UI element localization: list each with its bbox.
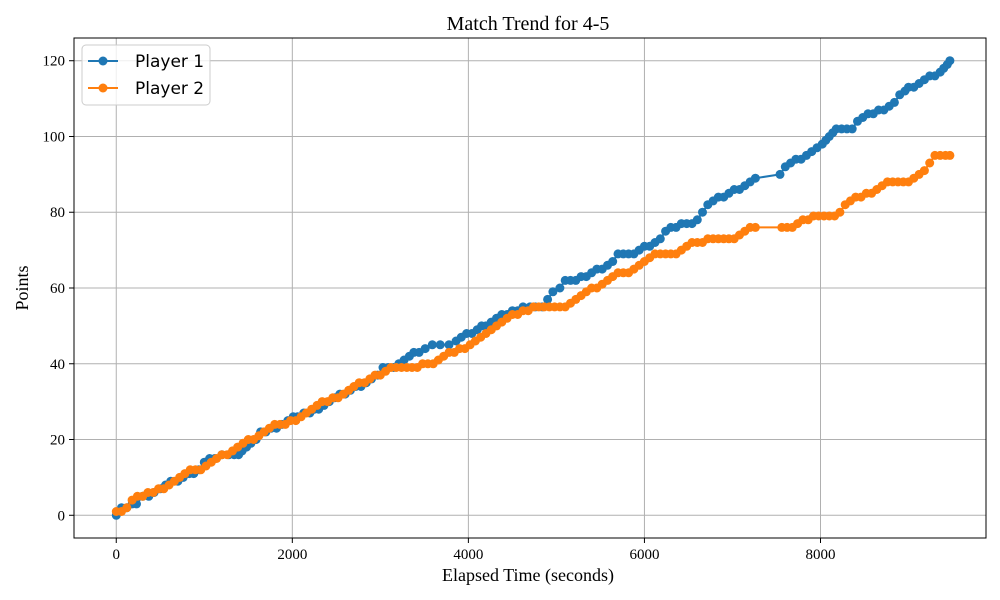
axis-ticks: 0 2000 4000 6000 8000 0 20 40 60 80 100 120 bbox=[43, 54, 836, 563]
data-point-player-2 bbox=[919, 166, 929, 176]
x-tick-label: 2000 bbox=[277, 547, 307, 563]
x-axis-label: Elapsed Time (seconds) bbox=[442, 565, 614, 586]
x-tick-label: 4000 bbox=[453, 547, 483, 563]
series-layer bbox=[111, 56, 955, 520]
data-point-player-1 bbox=[427, 340, 437, 350]
data-point-player-1 bbox=[543, 294, 553, 304]
y-tick-label: 80 bbox=[50, 205, 65, 221]
data-point-player-1 bbox=[889, 97, 899, 107]
legend-marker-player-1 bbox=[98, 56, 108, 66]
series-player-2 bbox=[111, 150, 955, 516]
x-tick-label: 8000 bbox=[806, 547, 836, 563]
legend: Player 1 Player 2 bbox=[81, 44, 211, 106]
data-point-player-2 bbox=[122, 503, 132, 513]
data-point-player-1 bbox=[444, 340, 454, 350]
data-point-player-2 bbox=[835, 207, 845, 217]
data-point-player-1 bbox=[555, 283, 565, 293]
data-point-player-2 bbox=[925, 158, 935, 168]
data-point-player-1 bbox=[945, 56, 955, 66]
y-tick-label: 100 bbox=[43, 129, 66, 145]
data-point-player-1 bbox=[847, 124, 857, 134]
x-tick-label: 6000 bbox=[629, 547, 659, 563]
y-tick-label: 40 bbox=[50, 357, 65, 373]
data-point-player-1 bbox=[548, 287, 558, 297]
data-point-player-1 bbox=[655, 234, 665, 244]
legend-label-player-1: Player 1 bbox=[135, 52, 204, 72]
legend-label-player-2: Player 2 bbox=[135, 79, 204, 99]
data-point-player-1 bbox=[775, 169, 785, 179]
y-tick-label: 120 bbox=[43, 54, 66, 70]
data-point-player-1 bbox=[435, 340, 445, 350]
y-tick-label: 20 bbox=[50, 433, 65, 449]
data-point-player-1 bbox=[608, 257, 618, 266]
chart-title: Match Trend for 4-5 bbox=[447, 13, 610, 35]
data-point-player-2 bbox=[750, 222, 760, 232]
data-point-player-1 bbox=[750, 173, 760, 183]
x-tick-label: 0 bbox=[113, 547, 121, 563]
data-point-player-1 bbox=[698, 207, 707, 217]
y-axis-label: Points bbox=[12, 265, 32, 310]
y-tick-label: 60 bbox=[50, 281, 65, 297]
legend-marker-player-2 bbox=[98, 83, 108, 93]
y-tick-label: 0 bbox=[58, 508, 66, 524]
data-point-player-1 bbox=[420, 344, 430, 354]
data-point-player-2 bbox=[945, 150, 955, 160]
data-point-player-1 bbox=[692, 215, 702, 225]
